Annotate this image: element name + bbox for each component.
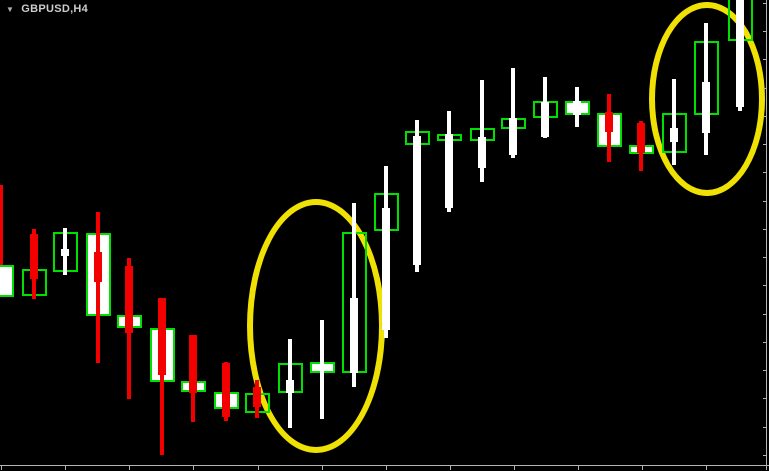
candle-body bbox=[736, 0, 744, 107]
candle-body bbox=[541, 102, 549, 137]
price-axis-line[interactable] bbox=[766, 0, 767, 466]
candle-wick bbox=[160, 298, 164, 455]
candle-body bbox=[702, 82, 710, 133]
symbol-title: GBPUSD,H4 bbox=[21, 3, 89, 15]
candle-wick bbox=[511, 68, 515, 158]
candle-body bbox=[94, 252, 102, 282]
candle-body bbox=[125, 266, 133, 333]
price-axis-tick bbox=[763, 257, 767, 258]
time-axis-tick bbox=[514, 465, 515, 470]
price-axis-tick bbox=[763, 31, 767, 32]
candle-body bbox=[605, 112, 613, 132]
price-axis-tick bbox=[763, 229, 767, 230]
price-axis-tick bbox=[763, 201, 767, 202]
candle-wick bbox=[96, 212, 100, 363]
candle-wick bbox=[672, 79, 676, 165]
candle-body bbox=[445, 134, 453, 208]
price-axis-tick bbox=[763, 3, 767, 4]
candle-body bbox=[413, 136, 421, 265]
price-axis-tick bbox=[763, 144, 767, 145]
time-axis-tick bbox=[642, 465, 643, 470]
time-axis-tick bbox=[322, 465, 323, 470]
symbol-label: ▼ GBPUSD,H4 bbox=[6, 3, 88, 15]
price-axis-tick bbox=[763, 398, 767, 399]
price-axis-tick bbox=[763, 427, 767, 428]
candle-body bbox=[253, 387, 261, 407]
candle-body bbox=[637, 123, 645, 153]
candle-body bbox=[61, 249, 69, 256]
time-axis-tick bbox=[65, 465, 66, 470]
candle-wick bbox=[0, 185, 3, 265]
candle-wick bbox=[352, 203, 356, 387]
time-axis-tick bbox=[766, 465, 767, 470]
time-axis-tick bbox=[1, 465, 2, 470]
candle-body bbox=[286, 380, 294, 393]
time-axis-tick bbox=[386, 465, 387, 470]
price-axis-tick bbox=[763, 455, 767, 456]
time-axis-tick bbox=[193, 465, 194, 470]
price-axis-tick bbox=[763, 116, 767, 117]
candle-wick bbox=[480, 80, 484, 182]
time-axis-tick bbox=[450, 465, 451, 470]
time-axis-tick bbox=[129, 465, 130, 470]
candle-body bbox=[158, 298, 166, 375]
time-axis-tick bbox=[258, 465, 259, 470]
price-axis-tick bbox=[763, 59, 767, 60]
candle-body bbox=[670, 128, 678, 142]
candle-body bbox=[509, 118, 517, 155]
price-axis-tick bbox=[763, 172, 767, 173]
price-axis-tick bbox=[763, 285, 767, 286]
price-axis-tick bbox=[763, 342, 767, 343]
candle-body bbox=[382, 208, 390, 330]
candle-body bbox=[478, 137, 486, 168]
chevron-down-icon: ▼ bbox=[6, 4, 15, 14]
candle-body bbox=[189, 335, 197, 393]
candle-body-box bbox=[0, 265, 14, 297]
candle-body bbox=[30, 234, 38, 279]
time-axis-tick bbox=[706, 465, 707, 470]
highlight-ellipse[interactable] bbox=[649, 2, 765, 196]
candle-body bbox=[573, 101, 581, 115]
price-axis-tick bbox=[763, 88, 767, 89]
time-axis-tick bbox=[578, 465, 579, 470]
time-axis-line[interactable] bbox=[0, 465, 769, 466]
candle-body bbox=[222, 363, 230, 417]
candle-body bbox=[350, 298, 358, 373]
price-axis-tick bbox=[763, 370, 767, 371]
candle-body bbox=[318, 364, 326, 371]
price-axis-tick bbox=[763, 314, 767, 315]
